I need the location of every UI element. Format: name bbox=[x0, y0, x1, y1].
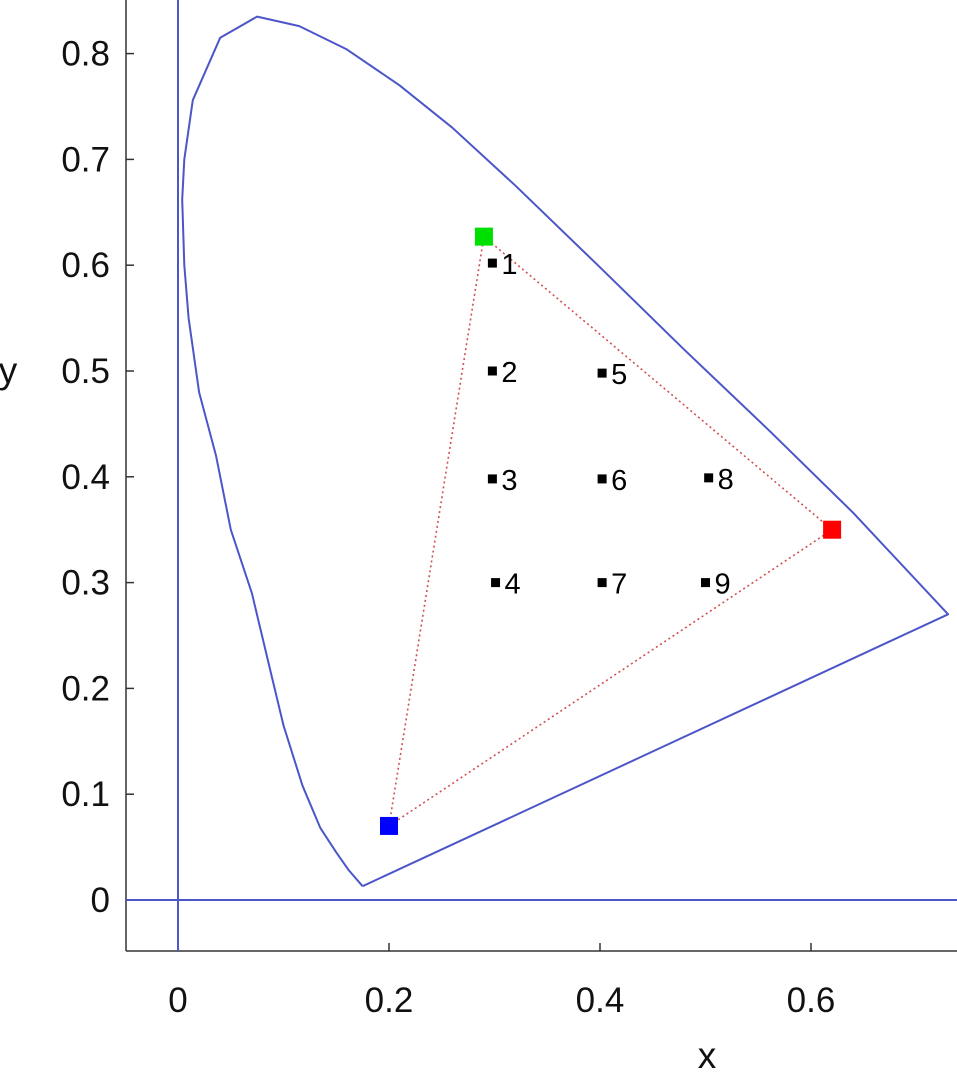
sample-point-label: 9 bbox=[715, 569, 731, 601]
y-tick-label: 0.6 bbox=[61, 246, 110, 285]
sample-point bbox=[487, 366, 497, 376]
x-tick-label: 0.2 bbox=[365, 981, 414, 1020]
sample-point bbox=[491, 578, 501, 588]
y-tick-label: 0.7 bbox=[61, 140, 110, 179]
sample-point bbox=[487, 474, 497, 484]
sample-points: 1 2 3 4 5 6 7 8 9 bbox=[487, 249, 734, 601]
y-tick-label: 0.4 bbox=[61, 458, 110, 497]
sample-point-label: 2 bbox=[501, 357, 517, 389]
sample-point-label: 5 bbox=[611, 359, 627, 391]
y-tick-label: 0.1 bbox=[61, 775, 110, 814]
gamut-triangle-line bbox=[387, 235, 834, 828]
primary-marker bbox=[474, 227, 493, 246]
sample-point bbox=[704, 473, 714, 483]
spectral-locus bbox=[181, 15, 950, 888]
sample-point bbox=[597, 474, 607, 484]
axis-labels: x y bbox=[0, 350, 717, 1076]
x-tick-label: 0 bbox=[168, 981, 187, 1020]
x-tick-label: 0.4 bbox=[576, 981, 625, 1020]
sample-point bbox=[597, 368, 607, 378]
sample-point-label: 1 bbox=[501, 249, 517, 281]
sample-point bbox=[487, 258, 497, 268]
reference-lines bbox=[126, 0, 957, 951]
primaries bbox=[380, 227, 842, 835]
x-axis-label: x bbox=[698, 1035, 717, 1076]
y-axis-label: y bbox=[0, 350, 18, 391]
primary-marker bbox=[823, 520, 842, 539]
x-tick-label: 0.6 bbox=[787, 981, 836, 1020]
primary-marker bbox=[380, 816, 398, 835]
sample-point-label: 4 bbox=[505, 569, 521, 601]
sample-point-label: 7 bbox=[611, 569, 627, 601]
y-tick-label: 0.3 bbox=[61, 564, 110, 603]
y-tick-label: 0.8 bbox=[61, 35, 110, 74]
sample-point bbox=[701, 578, 710, 588]
sample-point-label: 6 bbox=[611, 465, 627, 497]
sample-point-label: 8 bbox=[718, 464, 734, 496]
y-tick-label: 0 bbox=[91, 881, 110, 920]
sample-point-label: 3 bbox=[501, 465, 517, 497]
y-tick-label: 0.2 bbox=[61, 669, 110, 708]
sample-point bbox=[597, 578, 607, 588]
gamut-triangle bbox=[387, 235, 834, 828]
axes: 0 0.2 0.4 0.6 0 0.1 0.2 0.3 0.4 0.5 0.6 0.7 0.8 bbox=[61, 0, 957, 1020]
y-tick-label: 0.5 bbox=[61, 352, 110, 391]
spectral-locus-line bbox=[181, 15, 950, 888]
